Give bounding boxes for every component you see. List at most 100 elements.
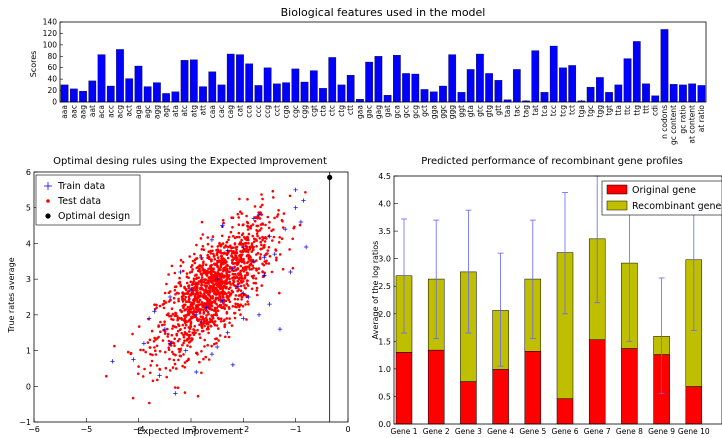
test-point <box>181 323 185 327</box>
test-point <box>146 341 150 344</box>
test-point <box>201 304 205 307</box>
test-point <box>220 254 223 258</box>
error-bar <box>529 219 536 339</box>
test-point <box>148 371 152 375</box>
feature-bar <box>153 82 161 103</box>
train-point <box>152 309 157 314</box>
test-point <box>211 235 215 238</box>
test-point <box>221 294 224 297</box>
test-point <box>239 289 243 293</box>
feature-ytick-label: 140 <box>43 18 58 27</box>
scatter-ytick-label: 2 <box>26 311 31 320</box>
feature-xtick-label: acg <box>115 105 124 119</box>
test-point <box>199 315 203 319</box>
test-point <box>186 310 190 314</box>
test-point <box>221 219 225 222</box>
test-point <box>261 275 265 279</box>
gene-chart-bars <box>395 238 703 425</box>
test-point <box>223 281 226 284</box>
test-point <box>208 320 212 324</box>
test-point <box>225 278 228 282</box>
test-point <box>199 237 203 240</box>
test-point <box>207 286 211 290</box>
feature-bar <box>383 94 392 103</box>
test-point <box>184 303 187 307</box>
test-point <box>204 273 208 276</box>
test-point <box>200 350 203 353</box>
feature-bar <box>586 86 595 103</box>
test-point <box>240 298 243 301</box>
test-point <box>261 203 264 207</box>
test-point <box>216 316 220 320</box>
test-point <box>234 246 237 249</box>
test-point <box>182 305 185 309</box>
test-point <box>180 331 183 335</box>
feature-xtick-label: ctg <box>337 105 346 117</box>
test-point <box>266 249 270 252</box>
test-point <box>239 241 243 244</box>
test-point <box>256 252 260 255</box>
test-point <box>188 255 191 258</box>
test-point <box>291 266 295 270</box>
feature-bar <box>356 98 364 103</box>
test-point <box>281 220 284 223</box>
feature-bar <box>70 88 78 103</box>
test-point <box>222 296 225 299</box>
feature-bar <box>540 92 549 103</box>
test-point <box>248 268 252 271</box>
feature-bar <box>319 88 327 103</box>
scatter-optimal-design <box>327 172 333 422</box>
scatter-train-points <box>110 187 309 396</box>
test-point <box>238 305 241 309</box>
feature-ytick-label: 20 <box>47 86 57 95</box>
test-point <box>207 250 210 253</box>
test-point <box>198 332 201 336</box>
test-point <box>190 301 194 305</box>
scatter-chart-frame <box>33 171 349 423</box>
test-point <box>225 267 229 271</box>
feature-ytick-label: 80 <box>47 52 57 61</box>
test-point <box>257 267 261 270</box>
test-point <box>190 283 194 287</box>
gene-chart-ylabel: Average of the log ratios <box>371 241 380 340</box>
test-point <box>245 279 249 282</box>
test-point <box>222 246 226 249</box>
feature-bar <box>623 58 632 103</box>
test-point <box>288 248 291 251</box>
test-point <box>213 320 217 323</box>
feature-bar <box>411 73 420 103</box>
test-point <box>199 272 203 276</box>
test-point <box>242 267 245 271</box>
gene-ytick-label: 1.5 <box>378 337 391 346</box>
test-point <box>255 286 259 290</box>
test-point <box>214 307 218 310</box>
test-point <box>175 334 179 337</box>
train-point <box>251 259 256 264</box>
test-point <box>202 271 205 275</box>
feature-ytick-label: 40 <box>47 75 57 84</box>
test-point <box>239 284 243 288</box>
test-point <box>191 259 195 263</box>
feature-bar <box>568 65 577 103</box>
train-point <box>272 251 277 257</box>
test-point <box>167 346 170 350</box>
scatter-chart-title: Optimal desing rules using the Expected … <box>53 156 327 167</box>
scatter-ytick-label: 5 <box>26 204 31 213</box>
test-point <box>129 352 132 356</box>
test-point <box>186 292 190 296</box>
test-point <box>236 280 239 283</box>
feature-bar <box>420 89 429 103</box>
test-point <box>206 253 209 257</box>
test-point <box>214 273 217 276</box>
test-point <box>261 223 265 226</box>
test-point <box>248 245 251 249</box>
train-point <box>131 357 136 362</box>
gene-ytick-label: 3.5 <box>378 227 391 236</box>
feature-xtick-label: taa <box>503 105 512 117</box>
test-point <box>216 305 220 308</box>
test-point <box>220 234 224 238</box>
gene-profiles-chart: Predicted performance of recombinant gen… <box>371 156 722 436</box>
feature-bar <box>393 54 401 103</box>
test-point <box>255 232 259 236</box>
test-point <box>210 266 213 270</box>
